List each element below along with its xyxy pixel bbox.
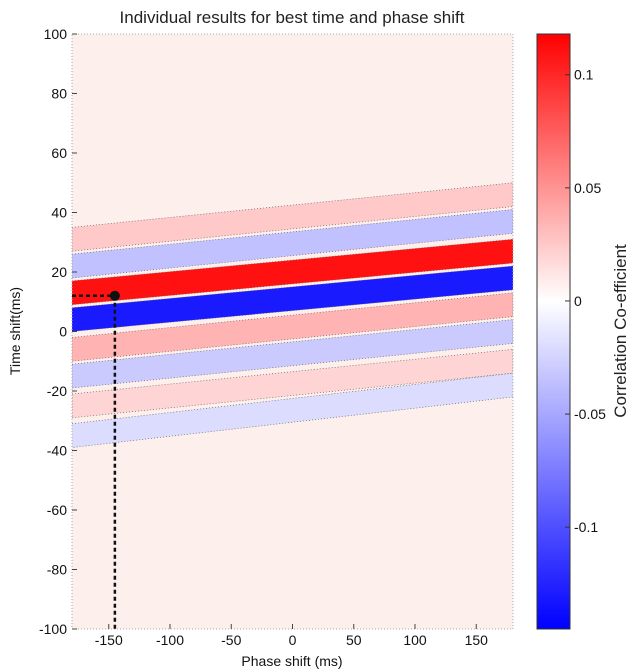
y-tick-label: -80 xyxy=(47,562,67,578)
heatmap-band xyxy=(72,319,513,389)
colorbar-tick-label: 0 xyxy=(574,293,582,309)
x-tick-label: 100 xyxy=(403,632,427,648)
y-axis-title: Time shift(ms) xyxy=(7,287,23,375)
colorbar-title: Correlation Co-efficient xyxy=(611,244,630,418)
heatmap-bands xyxy=(72,182,513,448)
plot-frame xyxy=(71,33,514,630)
chart-title: Individual results for best time and pha… xyxy=(120,8,465,27)
y-tick-label: 80 xyxy=(51,86,67,102)
y-tick-label: -60 xyxy=(47,502,67,518)
y-tick-label: -100 xyxy=(39,621,67,637)
colorbar xyxy=(536,33,571,630)
colorbar-ticks: 0.1 0.05 0 -0.05 -0.1 xyxy=(565,67,606,535)
y-axis-ticks: 100 80 60 40 20 0 -20 -40 -60 -80 -100 xyxy=(39,26,77,637)
x-tick-label: -100 xyxy=(156,632,184,648)
x-tick-label: 150 xyxy=(465,632,489,648)
y-tick-label: 60 xyxy=(51,145,67,161)
heatmap-band xyxy=(72,238,513,306)
peak-marker-group xyxy=(72,290,120,629)
heatmap-band xyxy=(72,372,513,448)
x-tick-label: -150 xyxy=(95,632,123,648)
heatmap-band xyxy=(72,182,513,252)
x-axis-ticks: -150 -100 -50 0 50 100 150 xyxy=(95,624,488,648)
heatmap-band xyxy=(72,292,513,362)
x-tick-label: -50 xyxy=(221,632,241,648)
peak-marker xyxy=(109,290,120,301)
x-axis-title: Phase shift (ms) xyxy=(241,653,342,669)
heatmap-band xyxy=(72,265,513,332)
x-tick-label: 0 xyxy=(289,632,297,648)
heatmap-band xyxy=(72,348,513,419)
y-tick-label: -20 xyxy=(47,383,67,399)
y-tick-label: 20 xyxy=(51,264,67,280)
y-tick-label: -40 xyxy=(47,443,67,459)
colorbar-tick-label: -0.05 xyxy=(574,406,606,422)
y-tick-label: 40 xyxy=(51,205,67,221)
colorbar-tick-label: 0.05 xyxy=(574,180,601,196)
heatmap-band xyxy=(72,209,513,279)
colorbar-tick-label: -0.1 xyxy=(574,519,598,535)
y-tick-label: 0 xyxy=(59,324,67,340)
y-tick-label: 100 xyxy=(44,26,68,42)
colorbar-tick-label: 0.1 xyxy=(574,67,594,83)
x-tick-label: 50 xyxy=(346,632,362,648)
